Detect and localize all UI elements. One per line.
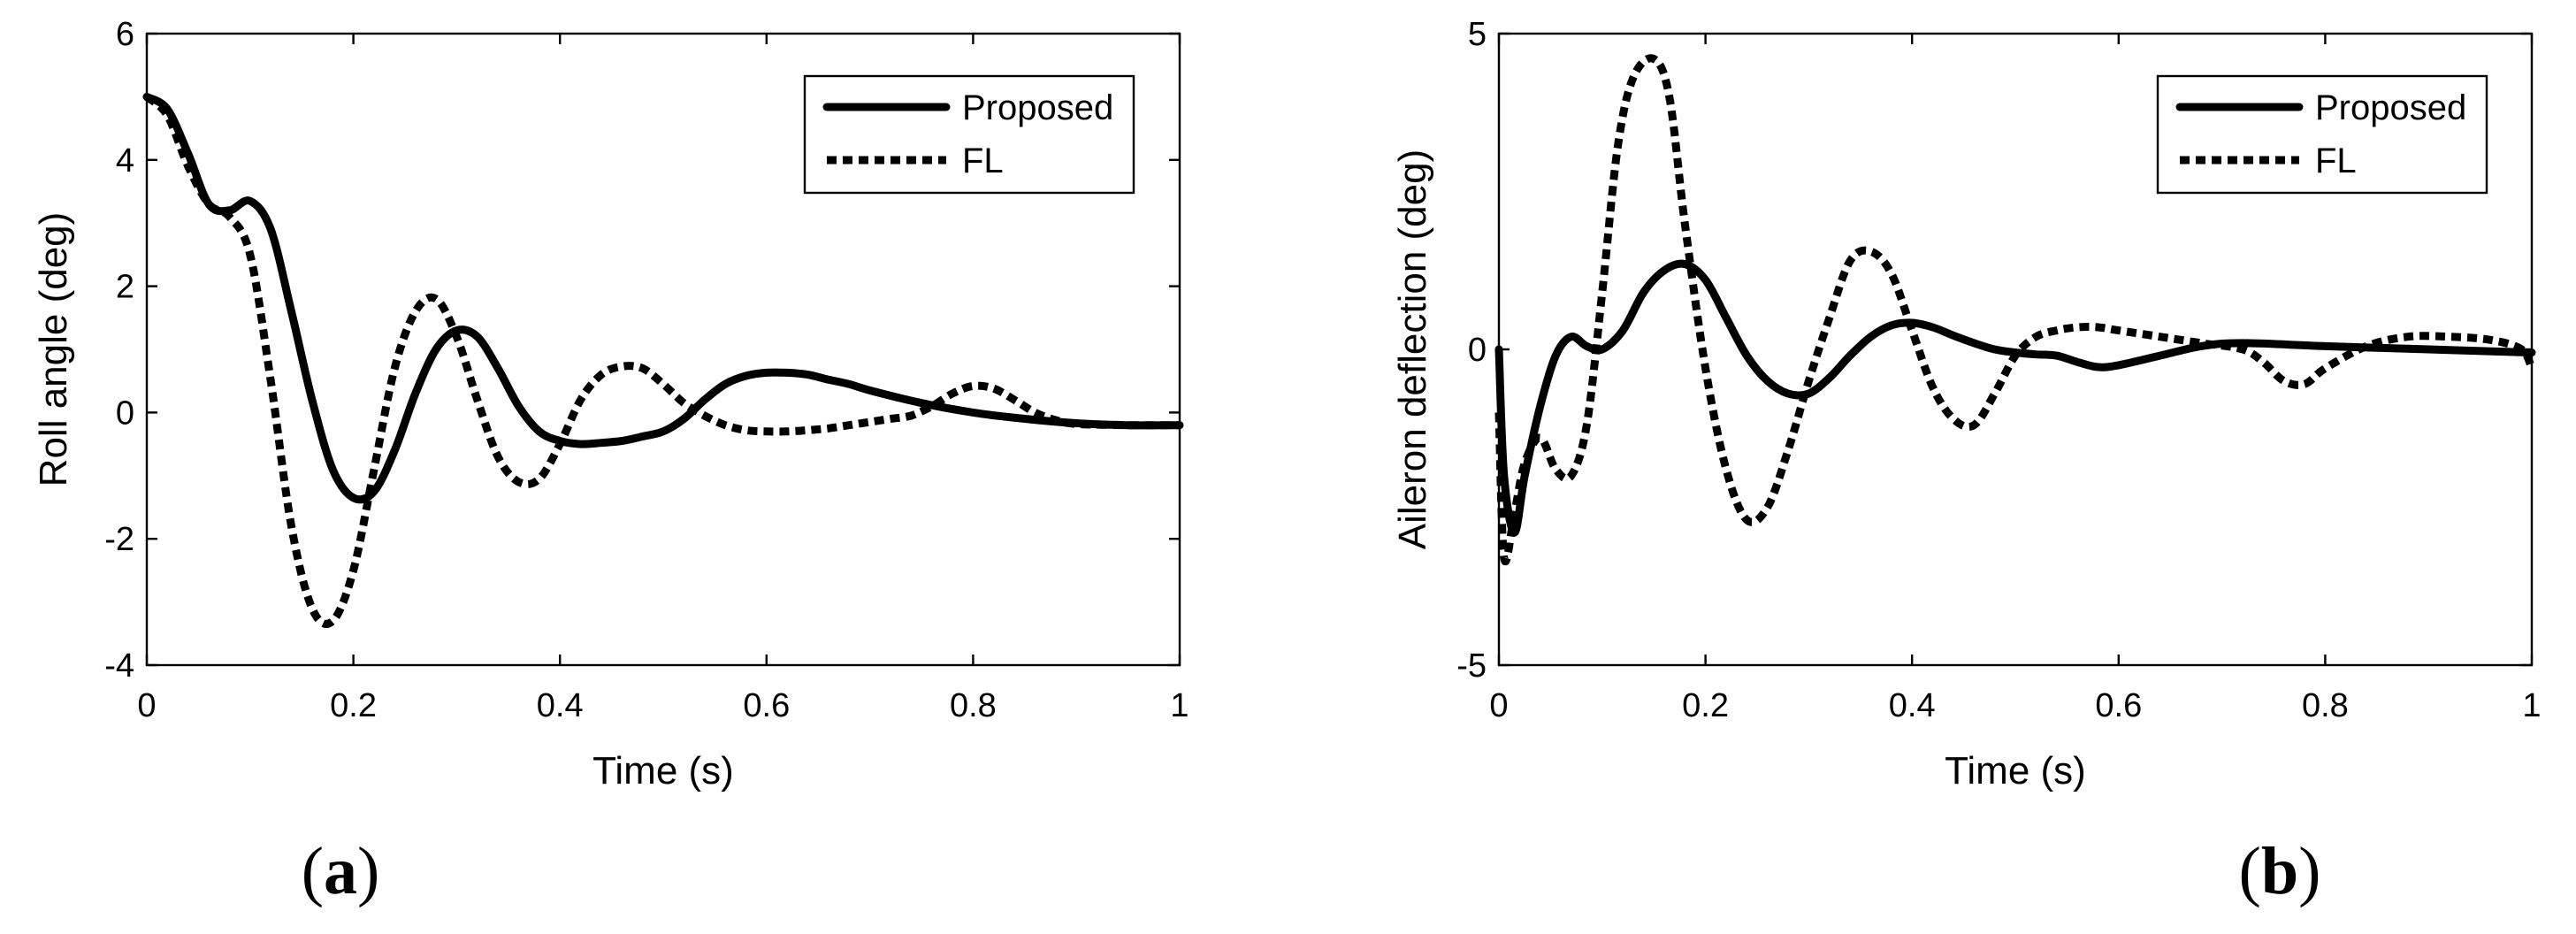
x-tick-label: 0.2 (1682, 687, 1729, 724)
y-axis-title-b: Aileron deflection (deg) (1391, 149, 1434, 549)
x-ticks-b: 0 0.2 0.4 0.6 0.8 1 (1489, 34, 2542, 724)
legend-label-fl-a: FL (962, 142, 1004, 180)
chart-panel-a: 0 0.2 0.4 0.6 0.8 1 -4 -2 0 2 4 6 Time (s) Roll an… (32, 16, 1189, 908)
x-axis-title-a: Time (s) (592, 749, 734, 792)
y-tick-label: 2 (116, 269, 134, 306)
y-tick-label: 0 (116, 394, 134, 432)
legend-label-proposed-b: Proposed (2315, 88, 2466, 127)
x-tick-label: 1 (2522, 687, 2541, 724)
y-tick-label: -4 (104, 647, 134, 685)
x-ticks-a: 0 0.2 0.4 0.6 0.8 1 (137, 34, 1189, 724)
x-axis-title-b: Time (s) (1945, 749, 2086, 792)
chart-panel-b: 0 0.2 0.4 0.6 0.8 1 -505 Time (s) Aileron def… (1391, 16, 2542, 908)
panel-caption-b: (b) (2239, 834, 2321, 908)
x-tick-label: 0.8 (2302, 687, 2349, 724)
y-ticks-b: -5 0 5 (1456, 16, 2532, 685)
y-ticks-a: -4 -2 0 2 4 6 (104, 16, 1180, 685)
series-line-fl-b (1494, 54, 2536, 565)
x-tick-label: 0.4 (537, 687, 584, 724)
axes-frame-a (145, 32, 1181, 667)
y-tick-label: 0 (1468, 332, 1487, 369)
x-tick-label: 0.4 (1889, 687, 1936, 724)
legend-box-a (803, 74, 1135, 195)
series-line-proposed-b (1494, 259, 2536, 537)
x-tick-label: 0.8 (950, 687, 997, 724)
x-tick-label: 0.2 (330, 687, 377, 724)
panel-label-a: a (324, 834, 357, 908)
legend-b: Proposed FL (2156, 74, 2488, 195)
series-layer-b (1494, 54, 2536, 565)
x-tick-label: 0 (137, 687, 156, 724)
legend-label-proposed-a: Proposed (962, 88, 1113, 127)
panel-caption-a: (a) (302, 834, 380, 908)
y-tick-label: 4 (116, 142, 134, 180)
y-axis-title-a: Roll angle (deg) (32, 212, 75, 487)
y-tick-label: 5 (1468, 16, 1487, 53)
x-tick-label: 0.6 (2095, 687, 2142, 724)
y-tick-label: 6 (116, 16, 134, 53)
y-tick-label: -2 (104, 521, 134, 558)
series-layer-a (142, 92, 1184, 628)
series-line-fl-a (143, 93, 1181, 628)
x-tick-label: 0.6 (743, 687, 790, 724)
legend-a: Proposed FL (803, 74, 1135, 195)
legend-label-fl-b: FL (2315, 142, 2357, 180)
x-tick-label: 1 (1170, 687, 1189, 724)
panel-label-b: b (2261, 834, 2298, 908)
x-tick-label: 0 (1489, 687, 1508, 724)
y-tick-label: -5 (1456, 647, 1487, 685)
legend-box-b (2156, 74, 2488, 195)
